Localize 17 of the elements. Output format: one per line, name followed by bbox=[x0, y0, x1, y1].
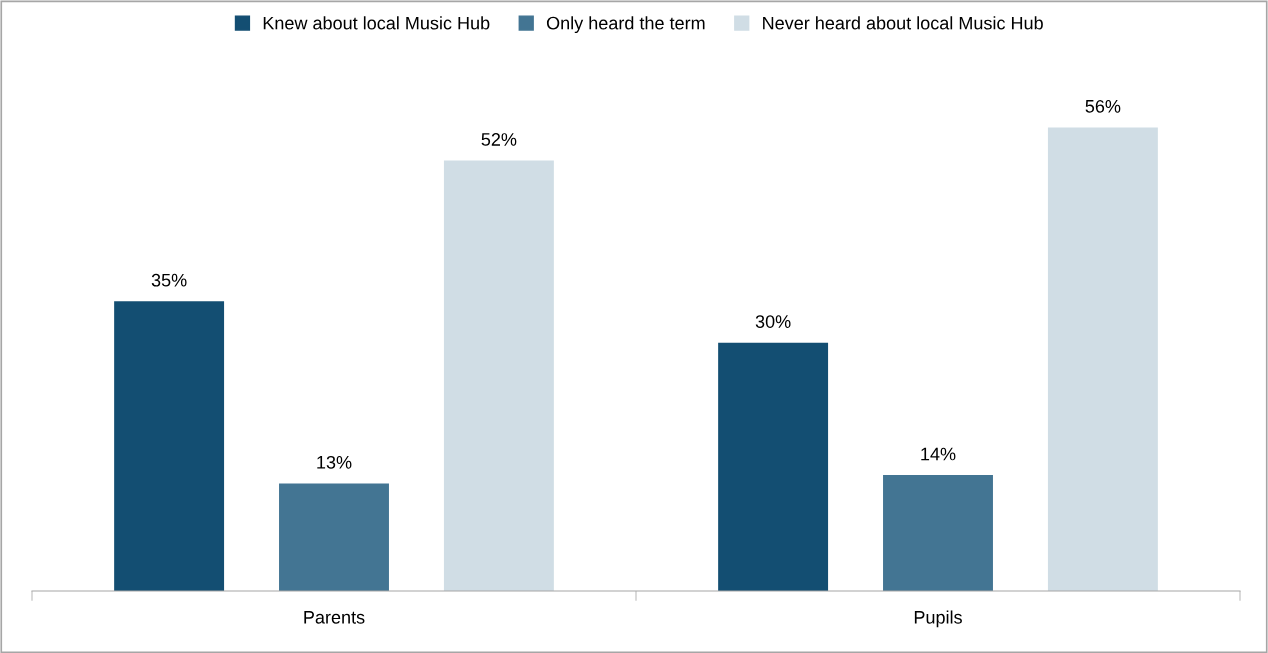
bar bbox=[443, 160, 554, 591]
bar bbox=[279, 483, 389, 591]
bar bbox=[114, 301, 225, 591]
legend-label: Knew about local Music Hub bbox=[263, 16, 490, 30]
bar bbox=[1047, 127, 1158, 591]
legend-label: Never heard about local Music Hub bbox=[763, 16, 1043, 30]
data-label: 35% bbox=[151, 273, 187, 287]
x-tick-label: Pupils bbox=[914, 610, 962, 628]
data-label: 14% bbox=[921, 447, 956, 461]
data-label: 52% bbox=[481, 133, 517, 146]
bar bbox=[883, 475, 993, 591]
data-label: 30% bbox=[755, 315, 791, 328]
x-tick-label: Parents bbox=[304, 611, 365, 624]
data-label: 56% bbox=[1085, 99, 1121, 113]
legend-label: Only heard the term bbox=[546, 16, 705, 34]
data-label: 13% bbox=[317, 455, 352, 469]
bar bbox=[718, 342, 829, 591]
